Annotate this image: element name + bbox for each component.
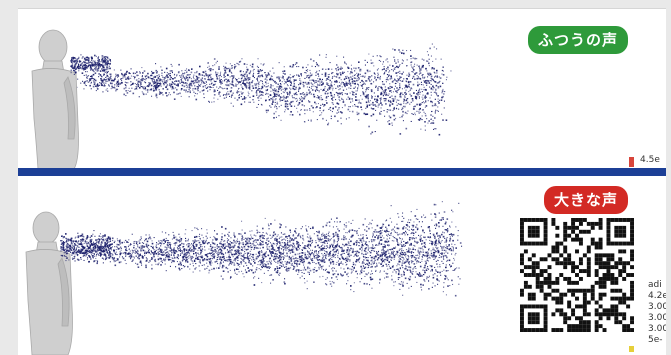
legend-text-5: 3.00 (648, 324, 666, 334)
legend-value-top: 4.5e (640, 155, 660, 165)
mouth-spray-loud (60, 230, 112, 263)
droplet-cloud-normal (73, 43, 452, 136)
qr-code-icon[interactable] (520, 218, 634, 332)
human-figure-bottom (25, 211, 73, 355)
legend-text-3: 3.00 (648, 302, 666, 312)
droplet-cloud-loud (66, 201, 463, 297)
mouth-spray-normal (70, 54, 112, 76)
normal-voice-panel: ふつうの声 4.5e (18, 8, 666, 169)
legend-bar-bottom (629, 346, 634, 352)
human-figure-top (31, 29, 79, 169)
normal-voice-scene (31, 29, 634, 169)
legend-text-4: 3.00 (648, 313, 666, 323)
panel-divider (18, 168, 666, 176)
legend-text-1: adi (648, 280, 662, 290)
loud-voice-label: 大きな声 (543, 186, 628, 214)
loud-voice-scene (25, 201, 634, 355)
normal-voice-label: ふつうの声 (527, 26, 628, 54)
legend-text-2: 4.2e (648, 291, 666, 301)
legend-text-6: 5e- (648, 335, 663, 345)
legend-bar-top (629, 157, 634, 167)
